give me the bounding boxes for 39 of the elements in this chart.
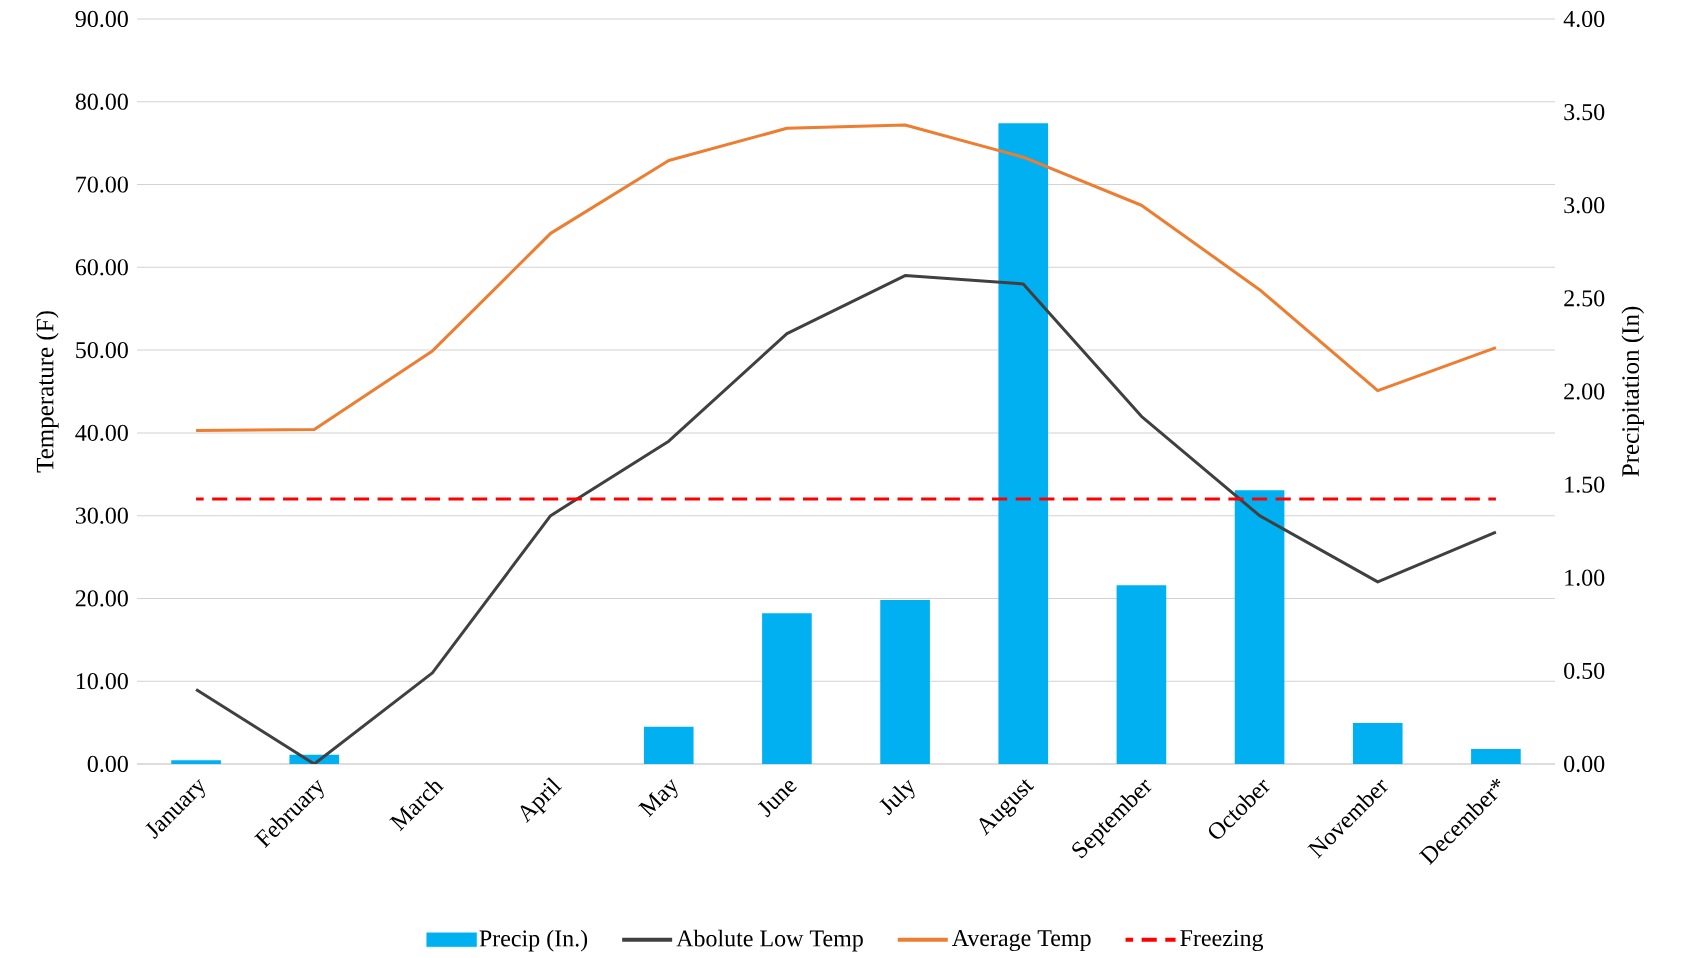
- y2-axis-title: Precipitation (In): [1621, 306, 1645, 477]
- legend-label: Freezing: [1180, 930, 1264, 952]
- y2-tick-label: 3.00: [1564, 197, 1605, 214]
- bar: [1234, 490, 1285, 764]
- legend-label: Precip (In.): [479, 929, 588, 952]
- bar: [643, 726, 694, 764]
- bar: [998, 123, 1049, 764]
- y2-tick-label: 2.50: [1564, 290, 1605, 307]
- x-tick-label: May: [638, 778, 678, 818]
- legend-label: Abolute Low Temp: [676, 929, 863, 952]
- y-tick-label: 30.00: [75, 507, 128, 524]
- bar: [880, 600, 930, 764]
- y-tick-label: 70.00: [76, 176, 128, 193]
- bar: [762, 613, 812, 764]
- bar: [1352, 723, 1403, 764]
- y2-tick-label: 3.50: [1564, 103, 1605, 121]
- y2-tick-label: 4.00: [1563, 10, 1605, 28]
- x-tick-label: June: [757, 780, 797, 818]
- y-tick-label: 90.00: [75, 10, 128, 28]
- legend-label: Average Temp: [952, 930, 1091, 952]
- y-tick-label: 20.00: [75, 590, 128, 607]
- y-tick-label: 80.00: [75, 93, 128, 110]
- bar: [1116, 585, 1167, 764]
- y2-tick-label: 0.00: [1564, 755, 1605, 773]
- y-tick-label: 10.00: [76, 673, 128, 690]
- line-series: [194, 123, 1498, 432]
- y-tick-label: 40.00: [75, 424, 128, 442]
- y2-tick-label: 1.00: [1565, 569, 1605, 586]
- y-tick-label: 0.00: [87, 755, 128, 773]
- y-tick-label: 60.00: [75, 259, 128, 276]
- x-tick-label: July: [879, 779, 915, 816]
- y2-tick-label: 1.50: [1565, 476, 1605, 493]
- line-series: [194, 274, 1498, 764]
- y2-tick-label: 0.50: [1564, 662, 1605, 680]
- y2-tick-label: 2.00: [1564, 383, 1605, 400]
- bar: [1471, 749, 1521, 764]
- y-axis-title: Temperature (F): [35, 311, 59, 473]
- bar: [171, 760, 221, 764]
- y-tick-label: 50.00: [76, 341, 128, 359]
